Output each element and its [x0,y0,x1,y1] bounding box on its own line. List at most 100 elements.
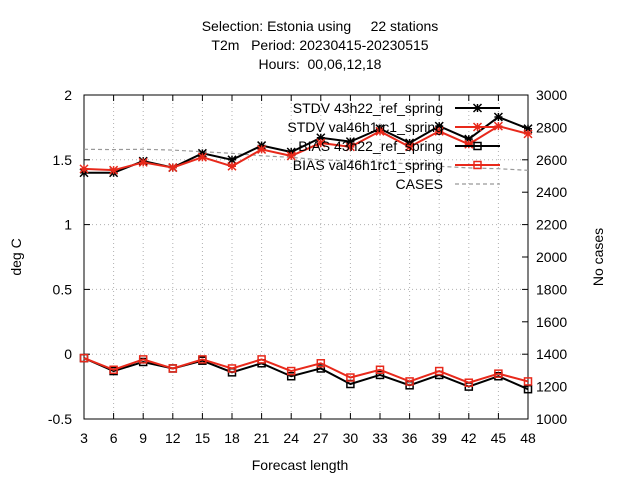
data-point-square [257,355,266,364]
data-point-square [109,365,118,375]
legend-item: CASES [396,176,500,192]
data-point-star [257,144,267,154]
x-tick-label: 33 [372,430,388,446]
data-point-square [464,378,474,387]
data-point-star [523,129,533,139]
x-tick-label: 45 [491,430,507,446]
y2-tick-label: 1600 [536,314,567,330]
data-point-square [405,377,414,386]
y-tick-label: 0 [64,346,72,362]
y2-tick-label: 1000 [536,411,567,427]
x-tick-label: 27 [313,430,329,446]
y-tick-label: 2 [64,87,72,103]
data-point-square [316,359,326,368]
data-point-star [345,142,355,152]
x-tick-label: 15 [195,430,211,446]
data-point-square [434,366,444,376]
data-point-square [346,373,355,382]
y-tick-label: -0.5 [48,411,72,427]
data-point-star [168,163,178,173]
data-point-square [286,366,296,376]
y2-tick-label: 1400 [536,346,567,362]
data-point-square [375,370,385,380]
legend-label: CASES [396,176,443,192]
legend-swatch-square [473,141,482,151]
data-point-star [464,139,474,149]
data-point-star [227,155,237,165]
x-tick-label: 3 [80,430,88,446]
x-tick-label: 18 [224,430,240,446]
data-point-star [286,151,296,161]
y2-axis-label: No cases [590,228,606,286]
data-point-square [523,377,533,386]
data-point-square [79,353,89,363]
x-tick-label: 30 [343,430,359,446]
y2-tick-label: 3000 [536,87,567,103]
data-point-star [434,121,444,131]
data-point-star [197,152,207,162]
chart-title-line-2: T2m Period: 20230415-20230515 [211,37,429,53]
legend: STDV 43h22_ref_spring STDV val46h1rc1_spr… [287,100,500,192]
legend-item: BIAS val46h1rc1_spring [293,157,500,173]
data-point-star [434,126,444,136]
data-point-star [316,138,326,148]
legend-swatch-square [473,160,482,170]
legend-label: BIAS val46h1rc1_spring [293,157,443,173]
x-tick-label: 48 [520,430,536,446]
y2-tick-label: 2000 [536,249,567,265]
data-point-star [345,137,355,147]
x-tick-label: 39 [431,430,447,446]
data-point-star [405,142,415,152]
axis-ticks: 3 6 9 12 15 18 21 24 27 30 33 36 39 42 45 48-0.500.511.… [48,87,567,446]
y-tick-label: 1 [64,217,72,233]
x-tick-label: 36 [402,430,418,446]
legend-label: STDV 43h22_ref_spring [293,100,443,116]
series-stdv-val46h1rc1-spring [79,121,533,175]
y-axis-label: deg C [8,238,24,275]
data-point-square [494,369,503,378]
x-tick-label: 42 [461,430,477,446]
data-point-star [79,164,89,174]
series-line [83,125,529,172]
legend-item: STDV val46h1rc1_spring [287,119,500,135]
legend-swatch-star [472,103,483,113]
series-line [83,357,529,391]
data-point-square [523,384,533,394]
legend-swatch-star [472,122,483,132]
data-point-square [316,364,326,373]
series-bias-val46h1rc1-spring [79,353,533,387]
x-tick-label: 24 [283,430,299,446]
legend-label: STDV val46h1rc1_spring [287,119,443,135]
chart-title-line-1: Selection: Estonia using 22 stations [201,18,439,34]
chart-title-line-3: Hours: 00,06,12,18 [258,56,382,72]
data-point-star [138,157,148,167]
data-point-star [464,134,474,144]
y2-tick-label: 2400 [536,184,567,200]
data-point-square [138,355,148,364]
y-tick-label: 1.5 [53,152,73,168]
data-point-square [227,364,237,373]
data-point-square [286,371,296,381]
y2-tick-label: 2600 [536,152,567,168]
y2-tick-label: 2800 [536,119,567,135]
x-tick-label: 9 [139,430,147,446]
y-tick-label: 0.5 [53,281,73,297]
data-point-square [375,365,385,375]
data-point-star [523,124,533,134]
data-point-star [375,126,385,136]
y2-tick-label: 2200 [536,217,567,233]
legend-label: BIAS 43h22_ref_spring [298,138,443,154]
x-tick-label: 12 [165,430,181,446]
legend-item: BIAS 43h22_ref_spring [298,138,500,154]
series-group [79,112,533,394]
data-point-star [109,165,119,175]
data-point-star [316,133,326,143]
x-axis-label: Forecast length [252,457,349,473]
data-point-star [227,161,237,171]
series-line [83,357,529,384]
y2-tick-label: 1200 [536,379,567,395]
x-tick-label: 21 [254,430,270,446]
data-point-star [493,112,503,122]
data-point-square [168,364,178,373]
